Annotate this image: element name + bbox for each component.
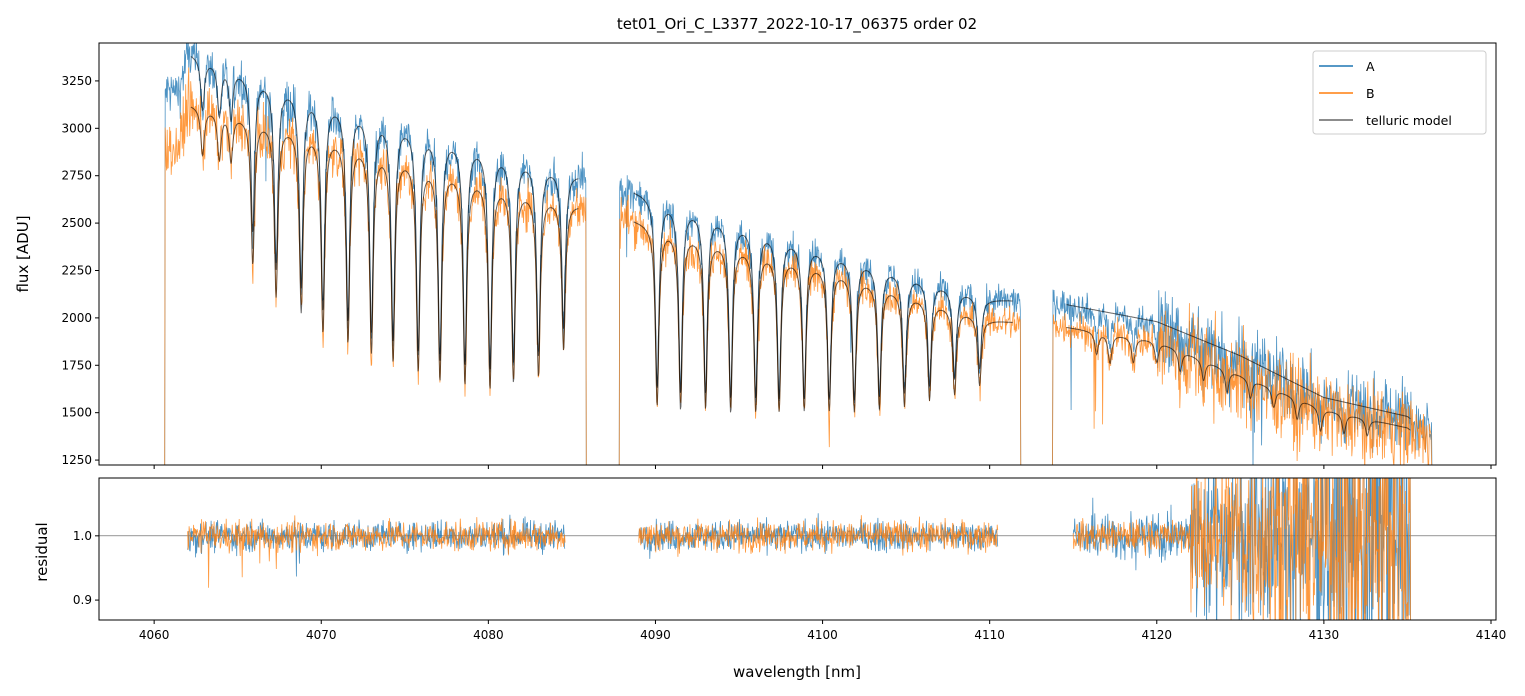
y-tick-label-flux: 1750: [61, 358, 92, 372]
legend: A B telluric model: [1312, 50, 1487, 135]
x-tick-label: 4120: [1142, 628, 1173, 642]
series-a-flux: [164, 43, 1433, 465]
y-tick-label-flux: 1250: [61, 453, 92, 467]
y-tick-label-flux: 3000: [61, 121, 92, 135]
x-tick-label: 4130: [1309, 628, 1340, 642]
residual-panel-series: [99, 478, 1496, 620]
x-tick-label: 4090: [640, 628, 671, 642]
flux-panel-frame: [98, 42, 1497, 466]
y-tick-label-flux: 3250: [61, 74, 92, 88]
telluric-model-b: [190, 106, 1411, 437]
y-tick-label-flux: 2000: [61, 311, 92, 325]
y-tick-label-flux: 2750: [61, 169, 92, 183]
y-axis-label-residual: residual: [33, 522, 51, 581]
series-b-residual: [187, 478, 1411, 620]
legend-label-a: A: [1366, 59, 1375, 74]
y-axis-label-flux: flux [ADU]: [14, 215, 32, 292]
x-axis-label: wavelength [nm]: [733, 663, 861, 681]
residual-panel-frame: [98, 477, 1497, 621]
legend-box: [1312, 50, 1487, 135]
x-tick-label: 4080: [473, 628, 504, 642]
x-tick-label: 4060: [139, 628, 170, 642]
y-tick-label-residual: 0.9: [73, 593, 92, 607]
x-tick-label: 4110: [974, 628, 1005, 642]
flux-panel-series: [164, 43, 1433, 465]
legend-label-telluric: telluric model: [1366, 113, 1452, 128]
y-tick-label-flux: 2500: [61, 216, 92, 230]
x-tick-label: 4070: [306, 628, 337, 642]
y-tick-label-residual: 1.0: [73, 529, 92, 543]
chart-title: tet01_Ori_C_L3377_2022-10-17_06375 order…: [617, 15, 977, 34]
axis-ticks: 4060 4070 4080 4090 4100 4110 4120 4130 4140 1250…: [61, 74, 1506, 642]
legend-label-b: B: [1366, 86, 1375, 101]
x-tick-label: 4100: [807, 628, 838, 642]
y-tick-label-flux: 1500: [61, 406, 92, 420]
x-tick-label: 4140: [1476, 628, 1507, 642]
y-tick-label-flux: 2250: [61, 263, 92, 277]
